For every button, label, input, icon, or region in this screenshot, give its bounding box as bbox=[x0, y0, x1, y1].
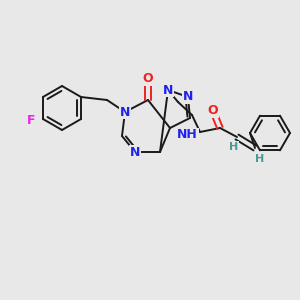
Text: F: F bbox=[26, 115, 35, 128]
Text: NH: NH bbox=[177, 128, 198, 142]
Text: H: H bbox=[230, 142, 238, 152]
Text: N: N bbox=[163, 83, 173, 97]
Text: O: O bbox=[143, 73, 153, 85]
Text: N: N bbox=[130, 146, 140, 158]
Text: N: N bbox=[183, 91, 193, 103]
Text: O: O bbox=[208, 104, 218, 118]
Text: H: H bbox=[255, 154, 265, 164]
Text: N: N bbox=[120, 106, 130, 118]
